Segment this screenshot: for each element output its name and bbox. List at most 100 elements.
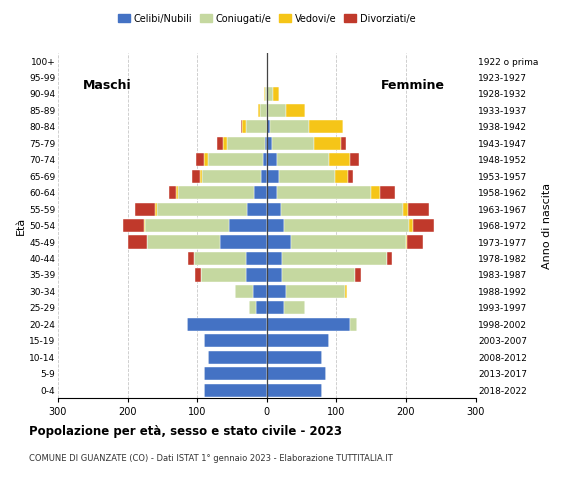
Bar [350, 318, 357, 331]
Bar [285, 104, 305, 117]
Bar [267, 153, 277, 167]
Bar [263, 153, 267, 167]
Bar [201, 268, 246, 282]
Bar [176, 186, 177, 199]
Bar [124, 219, 144, 232]
Bar [266, 137, 267, 150]
Y-axis label: Età: Età [16, 216, 26, 235]
Bar [267, 186, 277, 199]
Bar [309, 120, 343, 133]
Bar [277, 153, 329, 167]
Bar [284, 301, 305, 314]
Bar [409, 219, 413, 232]
Bar [267, 318, 350, 331]
Bar [195, 268, 201, 282]
Bar [246, 120, 267, 133]
Bar [246, 268, 267, 282]
Bar [194, 252, 246, 265]
Bar [379, 186, 395, 199]
Bar [329, 153, 350, 167]
Bar [267, 87, 273, 100]
Bar [403, 203, 408, 216]
Bar [169, 186, 176, 199]
Bar [253, 285, 267, 298]
Bar [267, 384, 322, 397]
Bar [350, 153, 358, 167]
Bar [204, 334, 267, 348]
Text: COMUNE DI GUANZATE (CO) - Dati ISTAT 1° gennaio 2023 - Elaborazione TUTTITALIA.I: COMUNE DI GUANZATE (CO) - Dati ISTAT 1° … [29, 454, 393, 463]
Bar [264, 87, 267, 100]
Bar [241, 120, 242, 133]
Bar [261, 169, 267, 183]
Bar [267, 367, 326, 380]
Bar [282, 252, 386, 265]
Bar [256, 301, 267, 314]
Bar [260, 104, 267, 117]
Bar [346, 285, 347, 298]
Bar [267, 104, 268, 117]
Bar [204, 367, 267, 380]
Bar [220, 236, 267, 249]
Bar [347, 169, 353, 183]
Bar [267, 334, 329, 348]
Bar [267, 120, 270, 133]
Bar [177, 186, 254, 199]
Bar [267, 71, 268, 84]
Legend: Celibi/Nubili, Coniugati/e, Vedovi/e, Divorziati/e: Celibi/Nubili, Coniugati/e, Vedovi/e, Di… [114, 10, 419, 27]
Bar [267, 203, 281, 216]
Bar [408, 203, 429, 216]
Bar [246, 252, 267, 265]
Bar [273, 87, 278, 100]
Bar [204, 384, 267, 397]
Bar [147, 236, 220, 249]
Bar [145, 219, 229, 232]
Bar [355, 268, 361, 282]
Bar [191, 169, 200, 183]
Bar [208, 351, 267, 364]
Bar [273, 137, 314, 150]
Bar [223, 137, 227, 150]
Bar [267, 169, 280, 183]
Bar [282, 268, 355, 282]
Bar [204, 153, 208, 167]
Bar [413, 219, 434, 232]
Bar [371, 186, 379, 199]
Text: Maschi: Maschi [82, 79, 131, 92]
Bar [268, 104, 285, 117]
Bar [202, 169, 261, 183]
Text: Popolazione per età, sesso e stato civile - 2023: Popolazione per età, sesso e stato civil… [29, 425, 342, 438]
Y-axis label: Anno di nascita: Anno di nascita [542, 182, 552, 269]
Bar [227, 137, 266, 150]
Bar [247, 203, 267, 216]
Bar [270, 120, 309, 133]
Bar [235, 285, 253, 298]
Bar [200, 169, 202, 183]
Bar [280, 169, 335, 183]
Bar [267, 301, 284, 314]
Bar [229, 219, 267, 232]
Bar [406, 236, 407, 249]
Bar [188, 252, 194, 265]
Bar [314, 137, 340, 150]
Bar [187, 318, 267, 331]
Bar [267, 252, 282, 265]
Bar [287, 285, 346, 298]
Bar [267, 268, 282, 282]
Bar [407, 236, 423, 249]
Bar [267, 351, 322, 364]
Bar [291, 236, 406, 249]
Bar [155, 203, 157, 216]
Bar [281, 203, 403, 216]
Bar [386, 252, 392, 265]
Bar [254, 186, 267, 199]
Bar [340, 137, 346, 150]
Bar [218, 137, 223, 150]
Bar [128, 236, 147, 249]
Bar [284, 219, 409, 232]
Bar [242, 120, 246, 133]
Bar [196, 153, 204, 167]
Bar [267, 236, 291, 249]
Bar [135, 203, 155, 216]
Bar [157, 203, 247, 216]
Bar [267, 137, 273, 150]
